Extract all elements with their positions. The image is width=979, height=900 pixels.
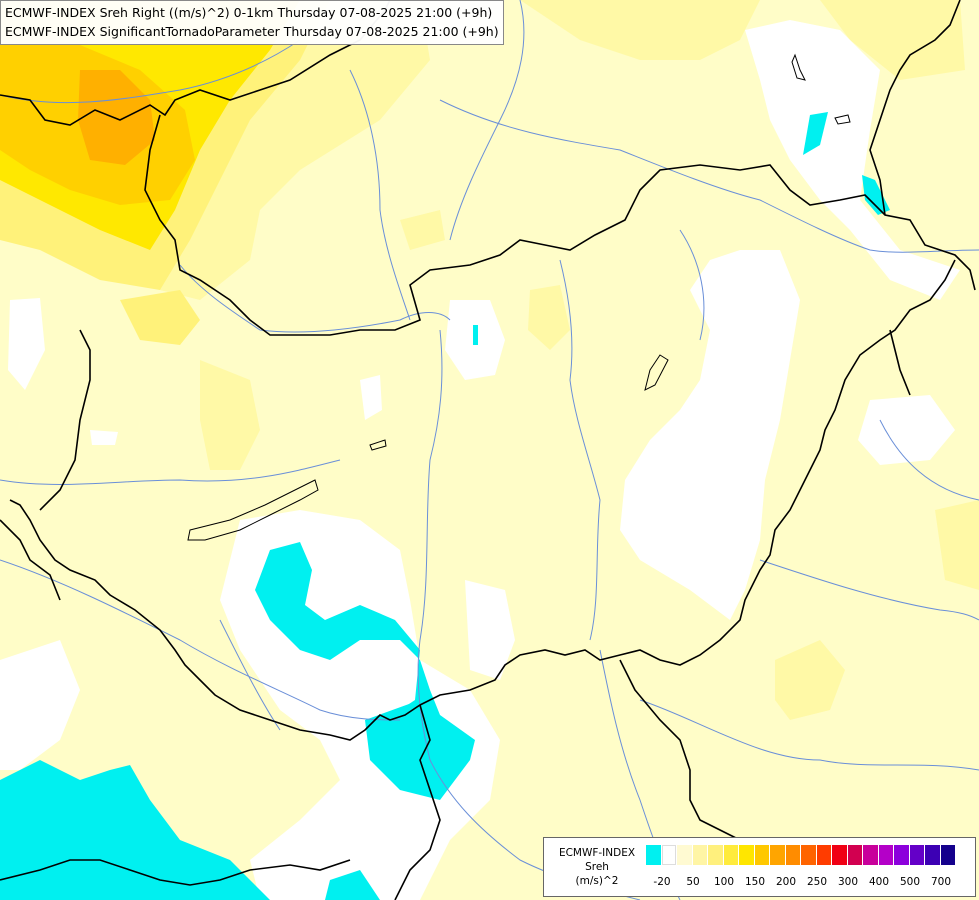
border-north-east bbox=[869, 0, 961, 216]
legend-swatch bbox=[801, 845, 817, 865]
legend-swatch bbox=[909, 845, 925, 865]
legend-tick-label: 200 bbox=[775, 876, 797, 888]
lake-layer bbox=[187, 53, 851, 541]
legend-swatch bbox=[661, 845, 677, 865]
legend-tick-label: 700 bbox=[930, 876, 952, 888]
legend-tick-label: 500 bbox=[899, 876, 921, 888]
border-west-north bbox=[144, 114, 976, 336]
cyan-field-layer bbox=[0, 112, 890, 900]
border-south bbox=[619, 659, 741, 841]
border-north bbox=[0, 0, 391, 126]
border-east-lower bbox=[889, 329, 911, 396]
legend-swatch bbox=[677, 845, 693, 865]
legend-ticks: -20 50 100 150 200 250 300 400 500 700 bbox=[646, 876, 976, 890]
legend-tick-label: 50 bbox=[686, 876, 700, 888]
lake-small-3 bbox=[834, 114, 851, 125]
legend-swatch bbox=[847, 845, 863, 865]
legend-swatch bbox=[863, 845, 879, 865]
header-line-2: ECMWF-INDEX SignificantTornadoParameter … bbox=[5, 24, 499, 39]
legend-swatch bbox=[785, 845, 801, 865]
legend-tick-label: 100 bbox=[713, 876, 735, 888]
legend-tick-label: -20 bbox=[653, 876, 671, 888]
legend-swatch bbox=[692, 845, 708, 865]
yellow-field-layer bbox=[0, 0, 330, 345]
border-south-west bbox=[394, 704, 441, 900]
legend-title-line-1: ECMWF-INDEX bbox=[558, 847, 636, 859]
header-line-1: ECMWF-INDEX Sreh Right ((m/s)^2) 0-1km T… bbox=[5, 5, 493, 20]
border-east bbox=[9, 259, 956, 741]
border-far-west bbox=[0, 519, 61, 601]
legend-swatch bbox=[894, 845, 910, 865]
lake-balaton-outline bbox=[187, 479, 319, 541]
border-west bbox=[0, 859, 351, 886]
legend-swatch bbox=[925, 845, 941, 865]
legend-swatch bbox=[940, 845, 956, 865]
lake-small-2 bbox=[791, 53, 806, 81]
legend-swatch bbox=[708, 845, 724, 865]
legend-swatch bbox=[816, 845, 832, 865]
legend-swatch bbox=[878, 845, 894, 865]
legend-tick-label: 400 bbox=[868, 876, 890, 888]
legend-swatch bbox=[770, 845, 786, 865]
legend-tick-label: 300 bbox=[837, 876, 859, 888]
legend-swatch bbox=[646, 845, 662, 865]
legend-title: ECMWF-INDEX Sreh (m/s)^2 bbox=[548, 846, 646, 888]
border-west-2 bbox=[39, 329, 91, 511]
legend-title-line-2: Sreh bbox=[585, 861, 609, 873]
legend-swatch bbox=[739, 845, 755, 865]
lake-small-1 bbox=[369, 439, 387, 451]
color-legend: ECMWF-INDEX Sreh (m/s)^2 -20 50 100 150 200 2… bbox=[543, 837, 976, 897]
legend-tick-label: 250 bbox=[806, 876, 828, 888]
legend-tick-label: 150 bbox=[744, 876, 766, 888]
legend-swatch bbox=[754, 845, 770, 865]
legend-swatch bbox=[832, 845, 848, 865]
map-header: ECMWF-INDEX Sreh Right ((m/s)^2) 0-1km T… bbox=[0, 0, 504, 45]
legend-swatch bbox=[723, 845, 739, 865]
lake-small-4 bbox=[644, 354, 669, 391]
legend-swatches bbox=[646, 845, 956, 865]
legend-title-line-3: (m/s)^2 bbox=[575, 875, 619, 887]
